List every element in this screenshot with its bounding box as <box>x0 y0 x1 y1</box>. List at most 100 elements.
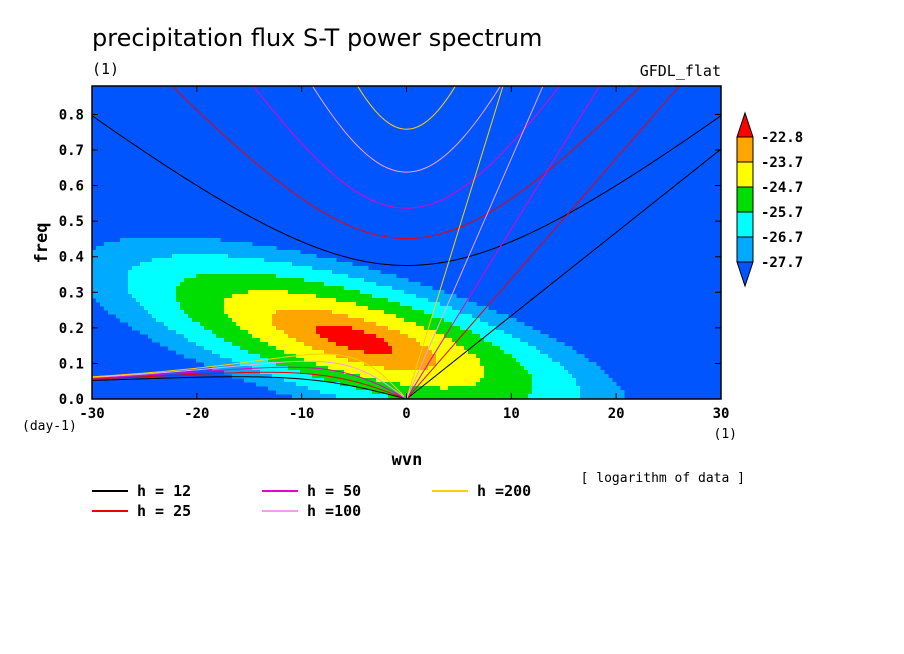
contour-cell <box>480 350 485 355</box>
contour-cell <box>288 266 293 271</box>
contour-cell <box>372 314 377 319</box>
contour-cell <box>200 262 205 267</box>
contour-cell <box>192 242 197 247</box>
contour-cell <box>444 302 449 307</box>
contour-cell <box>240 270 245 275</box>
contour-cell <box>348 282 353 287</box>
contour-cell <box>372 330 377 335</box>
contour-cell <box>248 350 253 355</box>
contour-cell <box>512 374 517 379</box>
contour-cell <box>236 314 241 319</box>
contour-cell <box>156 334 161 339</box>
contour-cell <box>384 318 389 323</box>
contour-cell <box>116 250 121 255</box>
contour-cell <box>224 270 229 275</box>
contour-cell <box>120 318 125 323</box>
contour-cell <box>128 270 133 275</box>
contour-cell <box>440 322 445 327</box>
contour-cell <box>488 322 493 327</box>
contour-cell <box>216 294 221 299</box>
contour-cell <box>280 294 285 299</box>
contour-cell <box>104 254 109 259</box>
contour-cell <box>324 290 329 295</box>
contour-cell <box>252 278 257 283</box>
contour-cell <box>104 278 109 283</box>
contour-cell <box>256 354 261 359</box>
contour-cell <box>172 290 177 295</box>
contour-cell <box>372 294 377 299</box>
contour-cell <box>216 346 221 351</box>
contour-cell <box>424 346 429 351</box>
contour-cell <box>168 346 173 351</box>
contour-cell <box>428 298 433 303</box>
contour-cell <box>376 298 381 303</box>
contour-cell <box>544 350 549 355</box>
contour-cell <box>196 294 201 299</box>
contour-cell <box>440 358 445 363</box>
contour-cell <box>380 338 385 343</box>
contour-cell <box>252 254 257 259</box>
contour-cell <box>316 374 321 379</box>
contour-cell <box>280 262 285 267</box>
contour-cell <box>580 366 585 371</box>
contour-cell <box>388 374 393 379</box>
contour-cell <box>540 334 545 339</box>
contour-cell <box>412 386 417 391</box>
contour-cell <box>276 310 281 315</box>
contour-cell <box>452 314 457 319</box>
contour-cell <box>148 282 153 287</box>
contour-cell <box>360 370 365 375</box>
contour-cell <box>216 270 221 275</box>
contour-cell <box>540 390 545 395</box>
contour-cell <box>192 334 197 339</box>
contour-cell <box>436 358 441 363</box>
contour-cell <box>412 354 417 359</box>
contour-cell <box>348 358 353 363</box>
contour-cell <box>360 322 365 327</box>
contour-cell <box>404 342 409 347</box>
contour-cell <box>308 286 313 291</box>
contour-cell <box>208 306 213 311</box>
contour-cell <box>296 378 301 383</box>
contour-cell <box>400 326 405 331</box>
contour-cell <box>128 306 133 311</box>
contour-cell <box>480 378 485 383</box>
contour-cell <box>456 334 461 339</box>
contour-cell <box>212 346 217 351</box>
contour-cell <box>352 338 357 343</box>
contour-cell <box>236 310 241 315</box>
contour-cell <box>136 242 141 247</box>
contour-cell <box>260 346 265 351</box>
contour-cell <box>452 374 457 379</box>
contour-cell <box>512 326 517 331</box>
contour-cell <box>456 318 461 323</box>
contour-cell <box>452 298 457 303</box>
contour-cell <box>272 302 277 307</box>
contour-cell <box>240 306 245 311</box>
contour-cell <box>476 394 481 399</box>
contour-cell <box>232 330 237 335</box>
contour-cell <box>560 378 565 383</box>
contour-cell <box>520 394 525 399</box>
contour-cell <box>440 394 445 399</box>
contour-cell <box>332 354 337 359</box>
contour-cell <box>508 338 513 343</box>
contour-cell <box>328 382 333 387</box>
contour-cell <box>144 322 149 327</box>
contour-cell <box>608 378 613 383</box>
contour-cell <box>124 314 129 319</box>
contour-cell <box>608 390 613 395</box>
contour-cell <box>172 310 177 315</box>
contour-cell <box>300 290 305 295</box>
contour-cell <box>280 386 285 391</box>
contour-cell <box>344 274 349 279</box>
contour-cell <box>540 342 545 347</box>
contour-cell <box>536 386 541 391</box>
contour-cell <box>316 386 321 391</box>
contour-cell <box>324 358 329 363</box>
contour-cell <box>364 350 369 355</box>
contour-cell <box>456 382 461 387</box>
contour-cell <box>464 350 469 355</box>
contour-cell <box>104 282 109 287</box>
contour-cell <box>112 270 117 275</box>
